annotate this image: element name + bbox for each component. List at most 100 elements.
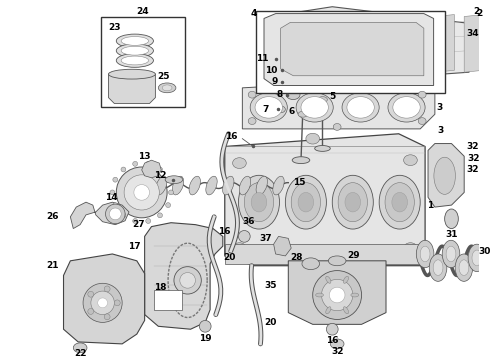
Text: 16: 16 — [326, 337, 339, 346]
Polygon shape — [108, 74, 155, 103]
Ellipse shape — [333, 78, 341, 85]
Polygon shape — [142, 160, 161, 178]
Ellipse shape — [239, 176, 251, 195]
Polygon shape — [145, 223, 223, 329]
Polygon shape — [428, 144, 464, 207]
Text: 20: 20 — [223, 253, 235, 262]
Polygon shape — [259, 14, 293, 62]
Ellipse shape — [104, 286, 110, 292]
Ellipse shape — [133, 219, 138, 224]
Ellipse shape — [146, 161, 150, 166]
Ellipse shape — [343, 307, 348, 314]
Text: 6: 6 — [289, 107, 295, 116]
Ellipse shape — [98, 298, 107, 308]
Polygon shape — [435, 14, 454, 72]
Ellipse shape — [313, 271, 362, 319]
Ellipse shape — [113, 177, 118, 182]
Ellipse shape — [121, 56, 148, 65]
Ellipse shape — [272, 55, 284, 62]
Ellipse shape — [330, 339, 344, 349]
Text: 36: 36 — [243, 217, 255, 226]
Ellipse shape — [392, 192, 408, 212]
Polygon shape — [288, 261, 386, 324]
Ellipse shape — [158, 167, 162, 172]
Text: 18: 18 — [154, 283, 167, 292]
Ellipse shape — [418, 91, 426, 98]
Ellipse shape — [326, 276, 331, 283]
Text: 31: 31 — [445, 230, 458, 239]
Ellipse shape — [444, 209, 458, 229]
Ellipse shape — [88, 291, 94, 297]
Ellipse shape — [91, 291, 114, 315]
Text: 20: 20 — [264, 318, 276, 327]
Text: 27: 27 — [132, 220, 145, 229]
Ellipse shape — [302, 258, 319, 270]
Ellipse shape — [379, 175, 420, 229]
Text: 16: 16 — [218, 227, 231, 236]
Text: 15: 15 — [293, 178, 306, 187]
Text: 22: 22 — [74, 349, 86, 358]
Text: 9: 9 — [271, 77, 277, 86]
Ellipse shape — [248, 118, 256, 125]
Text: 30: 30 — [479, 247, 490, 256]
Ellipse shape — [301, 96, 328, 118]
Text: 10: 10 — [265, 66, 277, 75]
Ellipse shape — [113, 203, 118, 208]
Text: 8: 8 — [276, 90, 282, 99]
Polygon shape — [464, 14, 484, 72]
Ellipse shape — [88, 309, 94, 314]
Ellipse shape — [404, 243, 417, 253]
Ellipse shape — [345, 192, 361, 212]
Ellipse shape — [172, 176, 184, 195]
Ellipse shape — [104, 314, 110, 320]
Ellipse shape — [328, 256, 346, 266]
Polygon shape — [64, 254, 145, 344]
Text: 23: 23 — [108, 23, 121, 32]
Ellipse shape — [239, 175, 279, 229]
Ellipse shape — [446, 246, 456, 262]
Ellipse shape — [306, 133, 319, 144]
Ellipse shape — [174, 267, 201, 294]
Ellipse shape — [248, 91, 256, 98]
Ellipse shape — [124, 175, 159, 210]
Ellipse shape — [281, 77, 295, 87]
Ellipse shape — [233, 158, 246, 168]
Ellipse shape — [273, 176, 284, 195]
Bar — [256, 11, 445, 93]
Text: 7: 7 — [262, 105, 269, 114]
Ellipse shape — [315, 145, 330, 151]
Polygon shape — [264, 14, 434, 85]
Ellipse shape — [333, 123, 341, 130]
Ellipse shape — [180, 273, 196, 288]
Polygon shape — [243, 78, 435, 129]
Ellipse shape — [256, 176, 268, 195]
Ellipse shape — [285, 175, 326, 229]
Ellipse shape — [158, 83, 176, 93]
Ellipse shape — [404, 155, 417, 166]
Ellipse shape — [233, 243, 246, 253]
Ellipse shape — [109, 208, 121, 220]
Ellipse shape — [326, 307, 331, 314]
Ellipse shape — [298, 111, 308, 117]
Ellipse shape — [133, 161, 138, 166]
Ellipse shape — [108, 69, 155, 79]
Ellipse shape — [351, 293, 359, 297]
Text: 12: 12 — [154, 171, 166, 180]
Text: 35: 35 — [264, 281, 276, 290]
Text: 21: 21 — [46, 261, 59, 270]
Ellipse shape — [199, 320, 211, 332]
Ellipse shape — [442, 240, 460, 267]
Ellipse shape — [162, 85, 172, 91]
Text: 3: 3 — [438, 126, 444, 135]
Polygon shape — [71, 202, 129, 229]
Text: 37: 37 — [259, 234, 271, 243]
Ellipse shape — [388, 93, 425, 122]
Ellipse shape — [250, 93, 287, 122]
Ellipse shape — [282, 66, 294, 74]
Bar — [100, 18, 185, 107]
Text: 13: 13 — [138, 152, 151, 161]
Ellipse shape — [291, 183, 320, 222]
Ellipse shape — [338, 183, 368, 222]
Ellipse shape — [166, 177, 171, 182]
Text: 29: 29 — [347, 251, 360, 260]
